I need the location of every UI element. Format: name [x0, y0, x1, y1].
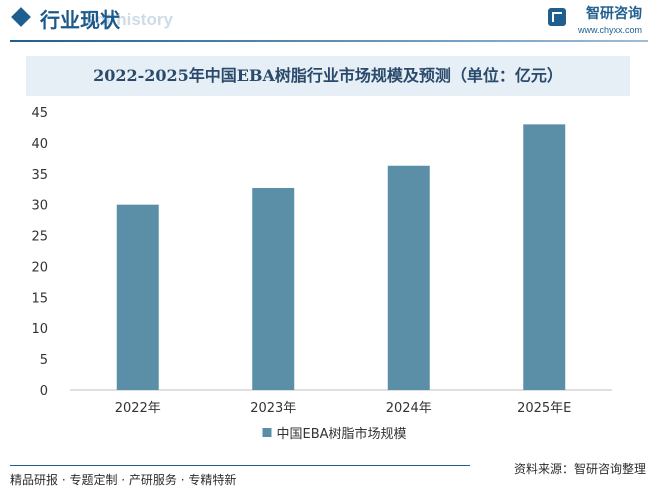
chart-title-band: 2022-2025年中国EBA树脂行业市场规模及预测（单位：亿元）	[26, 56, 630, 96]
y-tick-label: 25	[31, 230, 48, 245]
logo-icon	[547, 8, 566, 26]
section-title: 行业现状	[40, 8, 120, 32]
footer-divider	[10, 465, 470, 466]
legend-swatch	[262, 428, 272, 437]
legend-label: 中国EBA树脂市场规模	[277, 426, 407, 442]
logo-name: 智研咨询	[586, 6, 642, 22]
y-tick-label: 40	[31, 137, 48, 152]
bar	[523, 124, 566, 390]
brand-logo: 智研咨询 www.chyxx.com	[547, 4, 642, 36]
footer-tags: 精品研报 · 专题定制 · 产研服务 · 专精特新	[10, 473, 237, 487]
bar	[387, 165, 430, 390]
y-tick-label: 35	[31, 168, 48, 183]
header: ent history 行业现状 智研咨询 www.chyxx.com	[0, 0, 658, 44]
x-tick-label: 2024年	[386, 401, 432, 416]
y-tick-label: 15	[31, 291, 48, 306]
y-tick-label: 0	[40, 384, 48, 399]
y-tick-label: 20	[31, 260, 48, 275]
logo-url: www.chyxx.com	[577, 25, 642, 35]
y-tick-label: 30	[31, 199, 48, 214]
y-tick-label: 10	[31, 322, 48, 337]
y-tick-label: 45	[31, 106, 48, 121]
diamond-icon	[11, 7, 31, 27]
header-divider	[10, 40, 648, 42]
bar	[252, 187, 295, 390]
chart-title: 2022-2025年中国EBA树脂行业市场规模及预测（单位：亿元）	[93, 66, 563, 85]
x-tick-label: 2025年E	[517, 401, 571, 416]
bar-chart: 0 5 10 15 20 25 30 35 40 45 2022年 2023年 2024年 2025年E 中…	[31, 106, 612, 442]
x-tick-label: 2022年	[115, 401, 161, 416]
section-subtitle: ent history	[86, 10, 173, 29]
y-tick-label: 5	[40, 353, 48, 368]
x-tick-label: 2023年	[250, 401, 296, 416]
bar	[116, 204, 159, 390]
data-source: 资料来源：智研咨询整理	[513, 462, 646, 476]
